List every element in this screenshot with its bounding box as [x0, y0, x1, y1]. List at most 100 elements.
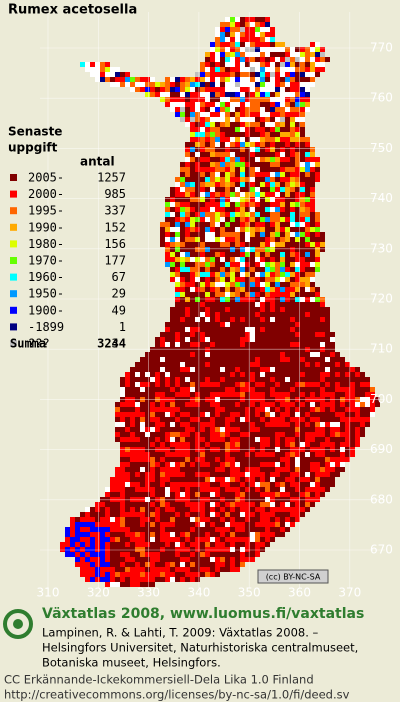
grid-cell: [245, 482, 250, 487]
grid-cell: [280, 197, 285, 202]
grid-cell: [110, 572, 115, 577]
grid-cell: [260, 42, 265, 47]
grid-cell: [210, 257, 215, 262]
grid-cell: [295, 102, 300, 107]
grid-cell: [175, 527, 180, 532]
grid-cell: [85, 567, 90, 572]
grid-cell: [125, 487, 130, 492]
grid-cell: [85, 67, 90, 72]
grid-cell: [185, 167, 190, 172]
grid-cell: [130, 507, 135, 512]
grid-cell: [260, 517, 265, 522]
grid-cell: [80, 542, 85, 547]
grid-cell: [325, 402, 330, 407]
grid-cell: [355, 422, 360, 427]
grid-cell: [265, 237, 270, 242]
grid-cell: [215, 222, 220, 227]
grid-cell: [155, 342, 160, 347]
grid-cell: [210, 507, 215, 512]
grid-cell: [205, 387, 210, 392]
grid-cell: [170, 522, 175, 527]
grid-cell: [150, 372, 155, 377]
grid-cell: [240, 517, 245, 522]
grid-cell: [235, 297, 240, 302]
grid-cell: [250, 197, 255, 202]
grid-cell: [185, 182, 190, 187]
grid-cell: [100, 517, 105, 522]
grid-cell: [120, 467, 125, 472]
grid-cell: [185, 192, 190, 197]
grid-cell: [145, 477, 150, 482]
grid-cell: [290, 407, 295, 412]
grid-cell: [275, 282, 280, 287]
grid-cell: [105, 487, 110, 492]
grid-cell: [270, 402, 275, 407]
grid-cell: [285, 417, 290, 422]
grid-cell: [225, 442, 230, 447]
grid-cell: [225, 82, 230, 87]
grid-cell: [125, 417, 130, 422]
grid-cell: [180, 562, 185, 567]
grid-cell: [200, 117, 205, 122]
grid-cell: [320, 342, 325, 347]
grid-cell: [295, 472, 300, 477]
grid-cell: [270, 242, 275, 247]
grid-cell: [205, 307, 210, 312]
grid-cell: [150, 77, 155, 82]
grid-cell: [155, 457, 160, 462]
grid-cell: [200, 247, 205, 252]
grid-cell: [360, 417, 365, 422]
grid-cell: [160, 387, 165, 392]
grid-cell: [315, 72, 320, 77]
grid-cell: [310, 307, 315, 312]
grid-cell: [155, 512, 160, 517]
grid-cell: [135, 427, 140, 432]
grid-cell: [180, 177, 185, 182]
grid-cell: [240, 167, 245, 172]
grid-cell: [280, 167, 285, 172]
grid-cell: [310, 327, 315, 332]
grid-cell: [245, 302, 250, 307]
grid-cell: [280, 462, 285, 467]
grid-cell: [125, 547, 130, 552]
grid-cell: [280, 322, 285, 327]
grid-cell: [160, 392, 165, 397]
grid-cell: [205, 422, 210, 427]
grid-cell: [220, 337, 225, 342]
grid-cell: [80, 512, 85, 517]
y-label: 690: [370, 442, 393, 456]
grid-cell: [325, 387, 330, 392]
grid-cell: [190, 122, 195, 127]
grid-cell: [170, 192, 175, 197]
grid-cell: [250, 457, 255, 462]
grid-cell: [165, 392, 170, 397]
grid-cell: [280, 402, 285, 407]
grid-cell: [300, 352, 305, 357]
grid-cell: [310, 157, 315, 162]
grid-cell: [245, 127, 250, 132]
grid-cell: [235, 427, 240, 432]
grid-cell: [295, 482, 300, 487]
grid-cell: [230, 327, 235, 332]
grid-cell: [190, 222, 195, 227]
grid-cell: [215, 202, 220, 207]
grid-cell: [210, 152, 215, 157]
grid-cell: [190, 462, 195, 467]
grid-cell: [270, 417, 275, 422]
grid-cell: [280, 212, 285, 217]
legend-label: 1960-: [28, 270, 64, 284]
grid-cell: [175, 402, 180, 407]
grid-cell: [175, 247, 180, 252]
grid-cell: [115, 552, 120, 557]
grid-cell: [215, 257, 220, 262]
grid-cell: [235, 422, 240, 427]
grid-cell: [210, 417, 215, 422]
grid-cell: [325, 367, 330, 372]
grid-cell: [145, 552, 150, 557]
grid-cell: [275, 207, 280, 212]
grid-cell: [325, 342, 330, 347]
grid-cell: [290, 297, 295, 302]
grid-cell: [160, 82, 165, 87]
grid-cell: [325, 412, 330, 417]
grid-cell: [270, 512, 275, 517]
